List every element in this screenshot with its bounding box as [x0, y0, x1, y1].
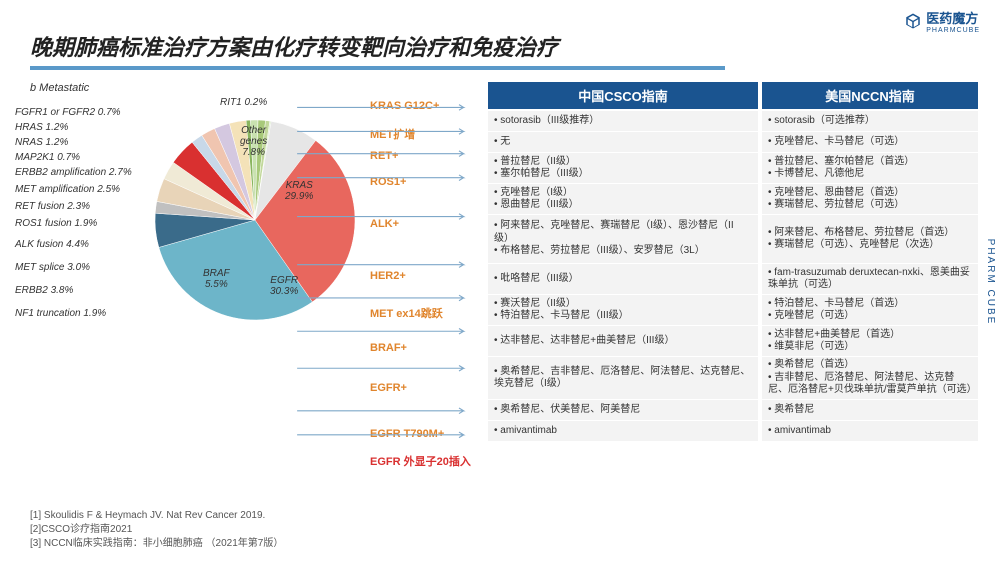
- cube-icon: [904, 12, 922, 30]
- pie-svg: [145, 110, 365, 330]
- pie-chart: [145, 110, 365, 330]
- logo-sub: PHARMCUBE: [926, 27, 980, 34]
- table-col-nccn: • sotorasib（可选推荐）• 克唑替尼、卡马替尼（可选）• 普拉替尼、塞…: [762, 111, 978, 441]
- table-header-csco: 中国CSCO指南: [488, 82, 758, 109]
- table-header-nccn: 美国NCCN指南: [762, 82, 978, 109]
- table-col-csco: • sotorasib（III级推荐）• 无• 普拉替尼（II级）• 塞尔帕替尼…: [488, 111, 758, 441]
- side-brand-label: PHARM CUBE: [985, 238, 996, 325]
- page-title: 晚期肺癌标准治疗方案由化疗转变靶向治疗和免疫治疗: [30, 30, 725, 70]
- references: [1] Skoulidis F & Heymach JV. Nat Rev Ca…: [30, 509, 283, 551]
- logo-text: 医药魔方: [926, 8, 980, 27]
- pie-subtitle: b Metastatic: [30, 82, 89, 94]
- guideline-table: 中国CSCO指南 美国NCCN指南 • sotorasib（III级推荐）• 无…: [488, 82, 978, 441]
- brand-logo: 医药魔方 PHARMCUBE: [904, 8, 980, 34]
